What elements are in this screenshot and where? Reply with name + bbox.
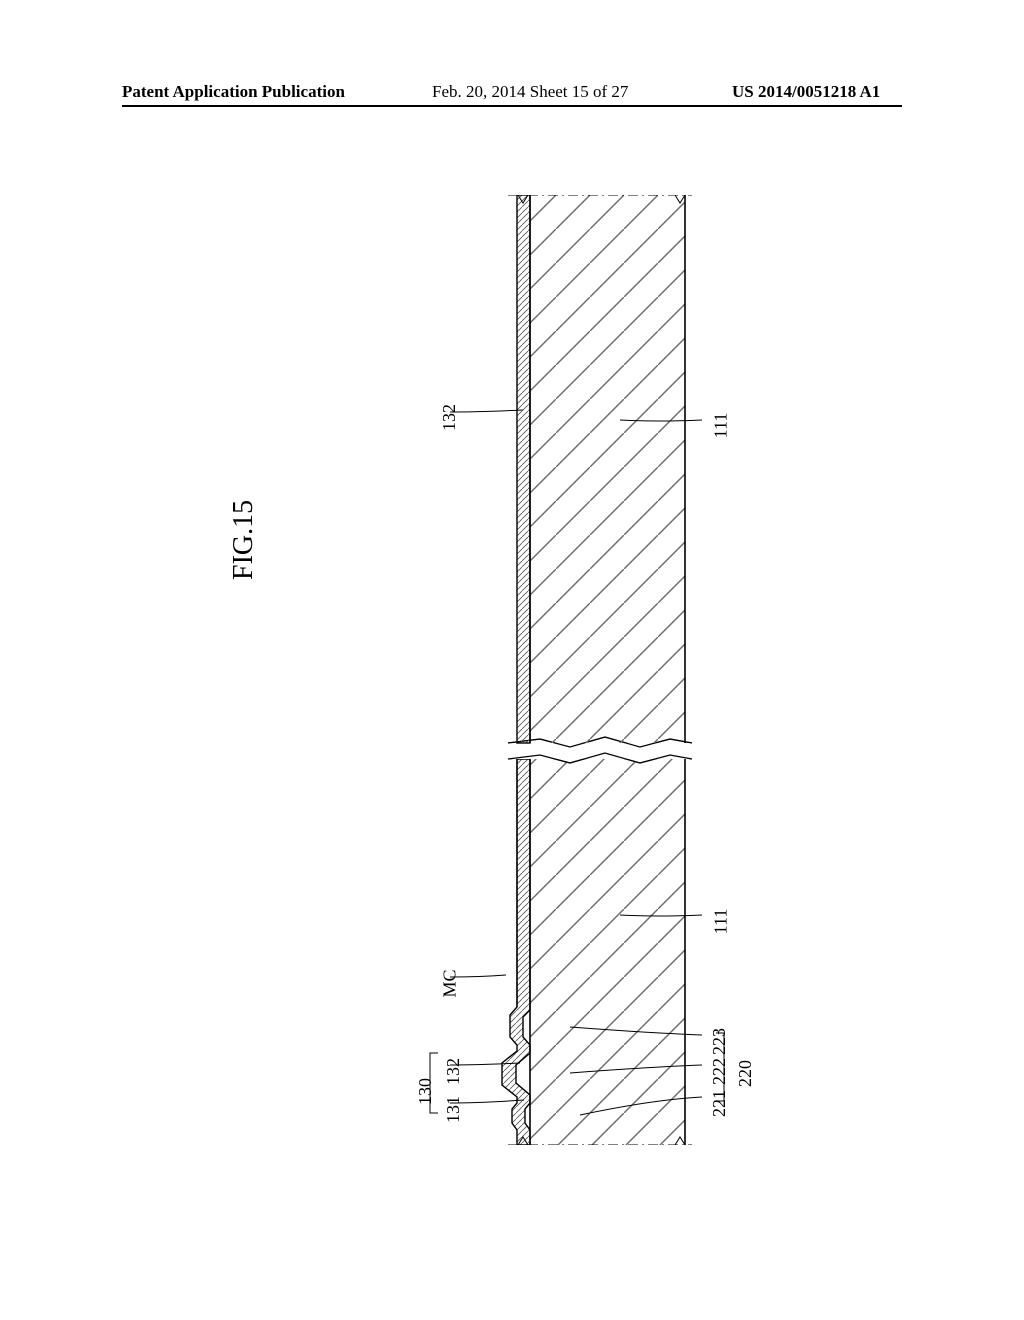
ref-221: 221: [709, 1090, 730, 1117]
ref-132-right: 132: [439, 404, 460, 431]
ref-132-left: 132: [443, 1058, 464, 1085]
ref-111-right: 111: [710, 413, 731, 439]
ref-mc: MC: [440, 969, 461, 997]
ref-222: 222: [709, 1058, 730, 1085]
ref-220: 220: [735, 1060, 756, 1087]
ref-223: 223: [709, 1028, 730, 1055]
cross-section-diagram: 132 111 MC 132 131 130 111 223 222 221 2…: [420, 195, 740, 1145]
header-rule: [122, 105, 902, 107]
header-left: Patent Application Publication: [122, 82, 345, 102]
ref-130: 130: [415, 1078, 436, 1105]
figure-title: FIG.15: [228, 500, 260, 580]
diagram-svg: [420, 195, 740, 1145]
ref-131: 131: [443, 1096, 464, 1123]
patent-page: Patent Application Publication Feb. 20, …: [0, 0, 1024, 1320]
ref-111-left: 111: [710, 909, 731, 935]
header-middle: Feb. 20, 2014 Sheet 15 of 27: [432, 82, 628, 102]
header-right: US 2014/0051218 A1: [732, 82, 880, 102]
